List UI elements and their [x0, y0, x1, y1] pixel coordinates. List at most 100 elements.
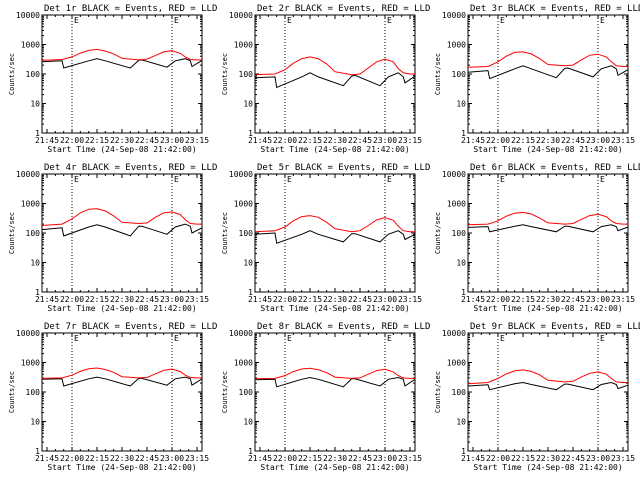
- x-axis-label: Start Time (24-Sep-08 21:42:00): [260, 463, 409, 472]
- series-events-black: [467, 381, 629, 391]
- event-marker: E: [74, 16, 79, 25]
- y-tick-label: 100: [452, 70, 467, 79]
- y-tick-label: 10000: [16, 170, 40, 179]
- x-tick-label: 22:15: [298, 136, 322, 145]
- y-tick-label: 1: [248, 129, 253, 138]
- y-tick-label: 100: [239, 70, 254, 79]
- y-tick-label: 10: [243, 259, 253, 268]
- y-tick-label: 1000: [234, 41, 253, 50]
- panel-title: Det 9r BLACK = Events, RED = LLD: [470, 322, 640, 332]
- x-axis-label: Start Time (24-Sep-08 21:42:00): [260, 304, 409, 313]
- x-tick-label: 22:45: [561, 295, 585, 304]
- series-events-black: [254, 72, 416, 89]
- x-tick-label: 23:15: [185, 136, 209, 145]
- x-tick-label: 22:45: [135, 295, 159, 304]
- x-axis-label: Start Time (24-Sep-08 21:42:00): [47, 304, 196, 313]
- x-tick-label: 22:45: [348, 454, 372, 463]
- y-tick-label: 10000: [442, 170, 466, 179]
- y-axis-label: Counts/sec: [434, 371, 442, 413]
- x-tick-label: 23:00: [160, 136, 184, 145]
- series-lld-red: [41, 367, 202, 379]
- panel-title: Det 7r BLACK = Events, RED = LLD: [44, 322, 217, 332]
- x-tick-label: 22:30: [323, 136, 347, 145]
- x-tick-label: 21:45: [461, 295, 485, 304]
- y-tick-label: 1000: [234, 359, 253, 368]
- x-tick-label: 22:15: [85, 295, 109, 304]
- y-axis-label: Counts/sec: [434, 53, 442, 95]
- panel-title: Det 2r BLACK = Events, RED = LLD: [257, 4, 430, 14]
- y-axis-label: Counts/sec: [434, 212, 442, 254]
- x-tick-label: 22:30: [323, 295, 347, 304]
- y-axis-label: Counts/sec: [221, 212, 229, 254]
- x-tick-label: 22:15: [85, 136, 109, 145]
- x-tick-label: 23:00: [373, 295, 397, 304]
- panel-det-6: Det 6r BLACK = Events, RED = LLD 1 10 100 10…: [434, 163, 640, 313]
- event-marker: E: [387, 334, 392, 343]
- panel-det-8: Det 8r BLACK = Events, RED = LLD 1 10 100 10…: [221, 322, 430, 472]
- plot-frame: [254, 332, 416, 452]
- x-tick-label: 23:15: [398, 295, 422, 304]
- series-events-black: [41, 58, 203, 69]
- x-tick-label: 22:30: [536, 136, 560, 145]
- x-tick-label: 22:00: [486, 295, 510, 304]
- event-marker: E: [600, 16, 605, 25]
- y-tick-label: 10: [243, 418, 253, 427]
- x-tick-label: 23:00: [586, 295, 610, 304]
- event-marker: E: [600, 175, 605, 184]
- y-tick-label: 1000: [447, 41, 466, 50]
- x-tick-label: 22:30: [110, 295, 134, 304]
- event-marker: E: [74, 334, 79, 343]
- series-lld-red: [41, 208, 202, 226]
- series-lld-red: [467, 369, 628, 385]
- event-marker: E: [74, 175, 79, 184]
- x-tick-label: 22:00: [273, 295, 297, 304]
- y-tick-label: 1000: [234, 200, 253, 209]
- y-tick-label: 1: [461, 447, 466, 456]
- series-lld-red: [467, 51, 628, 68]
- x-axis-label: Start Time (24-Sep-08 21:42:00): [260, 145, 409, 154]
- y-tick-label: 1000: [447, 359, 466, 368]
- y-tick-label: 1000: [447, 200, 466, 209]
- x-tick-label: 23:00: [160, 295, 184, 304]
- x-tick-label: 21:45: [248, 295, 272, 304]
- series-events-black: [254, 230, 416, 244]
- event-marker: E: [174, 334, 179, 343]
- x-tick-label: 22:00: [486, 454, 510, 463]
- x-axis-label: Start Time (24-Sep-08 21:42:00): [473, 145, 622, 154]
- panel-title: Det 5r BLACK = Events, RED = LLD: [257, 163, 430, 173]
- x-tick-label: 23:15: [611, 136, 635, 145]
- x-tick-label: 23:00: [373, 136, 397, 145]
- series-events-black: [467, 224, 629, 233]
- y-tick-label: 10: [30, 418, 40, 427]
- y-tick-label: 1: [248, 447, 253, 456]
- y-tick-label: 1: [35, 447, 40, 456]
- event-marker: E: [174, 16, 179, 25]
- x-tick-label: 23:15: [398, 136, 422, 145]
- x-tick-label: 21:45: [248, 454, 272, 463]
- x-tick-label: 23:15: [185, 454, 209, 463]
- panel-det-2: Det 2r BLACK = Events, RED = LLD 1 10 100 10…: [221, 4, 430, 154]
- y-tick-label: 10000: [229, 329, 253, 338]
- plot-frame: [467, 14, 629, 134]
- x-tick-label: 22:00: [60, 295, 84, 304]
- series-events-black: [467, 65, 629, 80]
- x-axis-label: Start Time (24-Sep-08 21:42:00): [47, 145, 196, 154]
- x-axis-label: Start Time (24-Sep-08 21:42:00): [47, 463, 196, 472]
- x-tick-label: 21:45: [461, 454, 485, 463]
- plot-frame: [41, 14, 203, 134]
- series-lld-red: [41, 48, 202, 61]
- x-tick-label: 22:30: [536, 295, 560, 304]
- y-axis-label: Counts/sec: [221, 53, 229, 95]
- y-tick-label: 10000: [229, 11, 253, 20]
- x-tick-label: 23:00: [373, 454, 397, 463]
- x-tick-label: 22:00: [60, 454, 84, 463]
- x-tick-label: 22:45: [135, 454, 159, 463]
- y-tick-label: 1: [461, 129, 466, 138]
- panel-title: Det 6r BLACK = Events, RED = LLD: [470, 163, 640, 173]
- x-axis-label: Start Time (24-Sep-08 21:42:00): [473, 304, 622, 313]
- x-tick-label: 22:30: [110, 136, 134, 145]
- panel-title: Det 3r BLACK = Events, RED = LLD: [470, 4, 640, 14]
- y-axis-label: Counts/sec: [8, 371, 16, 413]
- x-tick-label: 22:00: [273, 136, 297, 145]
